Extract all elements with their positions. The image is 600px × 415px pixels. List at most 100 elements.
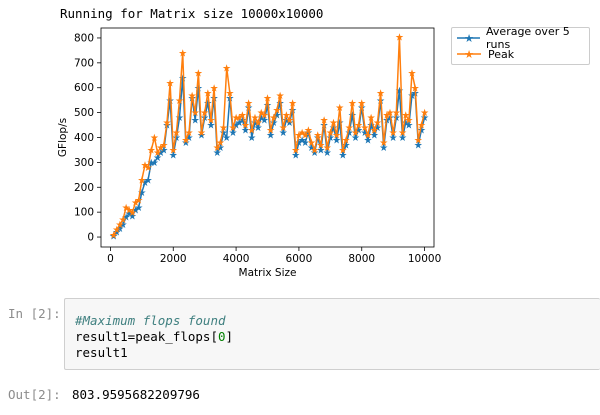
series-1-point-marker: ★ bbox=[354, 121, 363, 132]
series-1-point-marker: ★ bbox=[222, 63, 231, 74]
y-tick-label: 500 bbox=[74, 107, 94, 119]
series-1-point-marker: ★ bbox=[411, 83, 420, 94]
series-1-point-marker: ★ bbox=[310, 146, 319, 157]
series-1-point-marker: ★ bbox=[153, 148, 162, 159]
series-1-point-marker: ★ bbox=[263, 93, 272, 104]
series-1-point-marker: ★ bbox=[386, 108, 395, 119]
series-1-point-marker: ★ bbox=[247, 126, 256, 137]
series-1-point-marker: ★ bbox=[288, 98, 297, 109]
series-0-point-marker: ★ bbox=[197, 131, 206, 142]
series-1-point-marker: ★ bbox=[357, 98, 366, 109]
series-1-point-marker: ★ bbox=[408, 68, 417, 79]
input-prompt: In [2]: bbox=[8, 306, 61, 321]
series-0-point-marker: ★ bbox=[125, 209, 134, 220]
series-0-point-marker: ★ bbox=[219, 128, 228, 139]
series-1-point-marker: ★ bbox=[140, 160, 149, 171]
series-0-point-marker: ★ bbox=[109, 231, 118, 242]
series-1-point-marker: ★ bbox=[307, 138, 316, 149]
series-1-point-marker: ★ bbox=[175, 96, 184, 107]
series-0-point-marker: ★ bbox=[276, 98, 285, 109]
series-1-point-marker: ★ bbox=[414, 136, 423, 147]
series-1-point-marker: ★ bbox=[257, 108, 266, 119]
series-0-point-marker: ★ bbox=[222, 133, 231, 144]
legend-swatch-average: ★ bbox=[457, 32, 481, 44]
series-1-point-marker: ★ bbox=[210, 83, 219, 94]
series-1-point-marker: ★ bbox=[364, 131, 373, 142]
series-0-point-marker: ★ bbox=[367, 121, 376, 132]
series-1-point-marker: ★ bbox=[197, 128, 206, 139]
series-1-point-marker: ★ bbox=[203, 88, 212, 99]
series-1-point-marker: ★ bbox=[219, 123, 228, 134]
series-0-point-marker: ★ bbox=[178, 73, 187, 84]
series-0-point-marker: ★ bbox=[338, 151, 347, 162]
legend-item-peak: ★ Peak bbox=[456, 46, 514, 62]
series-1-point-marker: ★ bbox=[326, 128, 335, 139]
series-1-point-marker: ★ bbox=[323, 143, 332, 154]
series-1-point-marker: ★ bbox=[150, 133, 159, 144]
y-tick-label: 800 bbox=[74, 32, 94, 44]
series-1-point-marker: ★ bbox=[131, 198, 140, 209]
y-tick-label: 300 bbox=[74, 157, 94, 169]
series-0-point-marker: ★ bbox=[194, 83, 203, 94]
y-tick-label: 400 bbox=[74, 132, 94, 144]
series-line-1 bbox=[112, 35, 426, 236]
series-0-point-marker: ★ bbox=[184, 133, 193, 144]
x-axis-label: Matrix Size bbox=[239, 267, 297, 279]
series-1-point-marker: ★ bbox=[128, 208, 137, 219]
series-0-point-marker: ★ bbox=[342, 141, 351, 152]
legend-label-average: Average over 5 runs bbox=[486, 25, 570, 51]
legend-swatch-peak: ★ bbox=[457, 48, 481, 60]
series-0-point-marker: ★ bbox=[285, 118, 294, 129]
series-0-point-marker: ★ bbox=[150, 158, 159, 169]
series-1-point-marker: ★ bbox=[404, 116, 413, 127]
series-0-point-marker: ★ bbox=[269, 118, 278, 129]
series-1-point-marker: ★ bbox=[213, 143, 222, 154]
gflops-line-chart: 0 2000 4000 6000 8000 10000 0 100 200 300 400 500 60… bbox=[57, 27, 441, 279]
series-1-point-marker: ★ bbox=[370, 126, 379, 137]
series-1-point-marker: ★ bbox=[294, 131, 303, 142]
series-1-point-marker: ★ bbox=[382, 111, 391, 122]
code-cell-editor[interactable]: #Maximum flops found result1=peak_flops[… bbox=[64, 298, 600, 370]
x-tick-label: 2000 bbox=[160, 253, 187, 265]
series-1-point-marker: ★ bbox=[228, 123, 237, 134]
series-1-point-marker: ★ bbox=[241, 121, 250, 132]
series-1-point-marker: ★ bbox=[345, 123, 354, 134]
series-0-point-marker: ★ bbox=[323, 148, 332, 159]
series-1-point-marker: ★ bbox=[279, 123, 288, 134]
series-1-point-marker: ★ bbox=[172, 128, 181, 139]
series-0-point-marker: ★ bbox=[137, 188, 146, 199]
series-0-point-marker: ★ bbox=[228, 128, 237, 139]
series-0-point-marker: ★ bbox=[404, 121, 413, 132]
series-0-point-marker: ★ bbox=[379, 143, 388, 154]
series-1-point-marker: ★ bbox=[250, 113, 259, 124]
series-0-point-marker: ★ bbox=[159, 146, 168, 157]
series-0-point-marker: ★ bbox=[166, 96, 175, 107]
series-0-point-marker: ★ bbox=[401, 118, 410, 129]
series-1-point-marker: ★ bbox=[216, 138, 225, 149]
series-1-point-marker: ★ bbox=[298, 128, 307, 139]
series-0-point-marker: ★ bbox=[144, 175, 153, 186]
code-result-line: result1 bbox=[75, 345, 128, 360]
series-1-point-marker: ★ bbox=[272, 106, 281, 117]
plot-area-frame bbox=[100, 27, 435, 248]
series-1-point-marker: ★ bbox=[351, 128, 360, 139]
series-0-point-marker: ★ bbox=[203, 98, 212, 109]
series-1-point-marker: ★ bbox=[338, 146, 347, 157]
series-1-point-marker: ★ bbox=[420, 108, 429, 119]
series-1-point-marker: ★ bbox=[266, 126, 275, 137]
series-0-point-marker: ★ bbox=[241, 126, 250, 137]
x-tick-label: 0 bbox=[107, 253, 114, 265]
series-1-point-marker: ★ bbox=[342, 136, 351, 147]
series-0-point-marker: ★ bbox=[122, 213, 131, 224]
series-1-point-marker: ★ bbox=[392, 108, 401, 119]
series-1-point-marker: ★ bbox=[320, 116, 329, 127]
series-1-point-marker: ★ bbox=[417, 121, 426, 132]
series-1-point-marker: ★ bbox=[304, 126, 313, 137]
series-0-point-marker: ★ bbox=[408, 91, 417, 102]
series-1-point-marker: ★ bbox=[115, 220, 124, 231]
series-1-point-marker: ★ bbox=[348, 98, 357, 109]
series-1-point-marker: ★ bbox=[329, 118, 338, 129]
series-0-point-marker: ★ bbox=[417, 126, 426, 137]
series-0-point-marker: ★ bbox=[112, 228, 121, 239]
series-1-point-marker: ★ bbox=[301, 131, 310, 142]
